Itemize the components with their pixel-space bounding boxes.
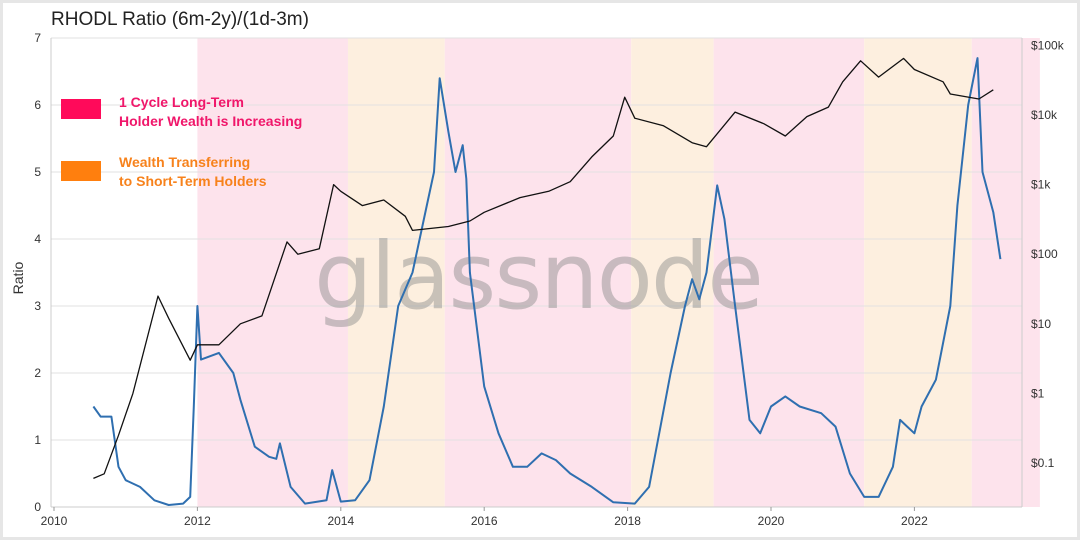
band-orange [631, 38, 714, 507]
y-tick-label: 2 [34, 366, 41, 380]
y2-tick-label: $1k [1031, 178, 1051, 192]
legend-line: to Short-Term Holders [119, 173, 267, 189]
band-pink [197, 38, 348, 507]
y-tick-label: 7 [34, 31, 41, 45]
band-pink [444, 38, 632, 507]
x-tick-label: 2010 [41, 514, 68, 528]
band-pink [713, 38, 865, 507]
y-tick-label: 3 [34, 299, 41, 313]
y2-tick-label: $10 [1031, 317, 1051, 331]
legend-swatch-pink [61, 99, 101, 119]
series-rhodl-ratio-line [92, 57, 1002, 506]
x-tick-label: 2014 [327, 514, 354, 528]
chart-title: RHODL Ratio (6m-2y)/(1d-3m) [51, 9, 309, 30]
x-tick-label: 2012 [184, 514, 211, 528]
band-orange [864, 38, 972, 507]
x-tick-label: 2016 [471, 514, 498, 528]
y2-tick-label: $1 [1031, 386, 1045, 400]
legend-line: Wealth Transferring [119, 154, 251, 170]
series-price-line [93, 57, 994, 479]
y-axis-label: Ratio [10, 261, 26, 294]
y2-tick-label: $100 [1031, 247, 1058, 261]
y2-tick-label: $10k [1031, 108, 1058, 122]
chart-frame: 0 1 2 3 4 5 6 7 2010 2012 2014 2016 2018 2020 2022 $0.1… [3, 3, 1077, 537]
band-orange [347, 38, 445, 507]
y-tick-label: 0 [34, 500, 41, 514]
legend-line: Holder Wealth is Increasing [119, 113, 303, 129]
legend-swatch-orange [61, 161, 101, 181]
legend-label-orange: Wealth Transferring to Short-Term Holder… [119, 153, 267, 191]
y-tick-label: 5 [34, 165, 41, 179]
watermark-logo: glassnode [314, 223, 762, 330]
band-pink [971, 38, 1040, 507]
y2-tick-label: $0.1 [1031, 456, 1055, 470]
y-tick-label: 6 [34, 98, 41, 112]
x-tick-label: 2018 [614, 514, 641, 528]
legend-line: 1 Cycle Long-Term [119, 94, 244, 110]
y-tick-label: 1 [34, 433, 41, 447]
legend-label-pink: 1 Cycle Long-Term Holder Wealth is Incre… [119, 93, 302, 131]
x-tick-label: 2022 [901, 514, 928, 528]
chart-svg: 0 1 2 3 4 5 6 7 2010 2012 2014 2016 2018 2020 2022 $0.1… [10, 31, 1065, 528]
x-tick-label: 2020 [758, 514, 785, 528]
y2-tick-label: $100k [1031, 38, 1065, 52]
y-tick-label: 4 [34, 232, 41, 246]
